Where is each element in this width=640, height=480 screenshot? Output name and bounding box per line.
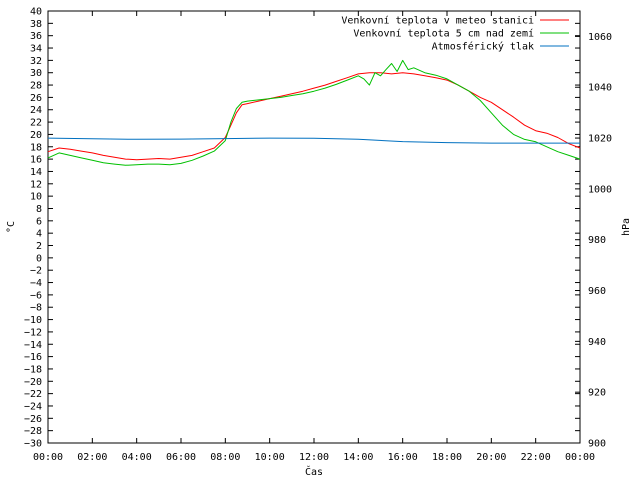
y-tick-label: 16 [30, 155, 42, 166]
x-tick-label: 18:00 [432, 452, 462, 463]
x-axis-label: Čas [305, 465, 323, 478]
x-tick-label: 06:00 [166, 452, 196, 463]
y-tick-label: 6 [36, 216, 42, 227]
y-tick-label: 28 [30, 81, 42, 92]
y-tick-label: 32 [30, 56, 42, 67]
y-tick-label: 24 [30, 105, 42, 116]
y-tick-label: 8 [36, 204, 42, 215]
x-tick-label: 04:00 [122, 452, 152, 463]
y-axis-ticks: −30−28−26−24−22−20−18−16−14−12−10−8−6−4−… [24, 7, 580, 450]
y2-tick-label: 1040 [588, 83, 612, 94]
y2-tick-label: 1020 [588, 134, 612, 145]
series-lines [47, 59, 581, 166]
y-tick-label: −6 [30, 290, 42, 301]
series-line-2 [47, 59, 581, 166]
legend: Venkovní teplota v meteo staniciVenkovní… [341, 15, 569, 53]
y-tick-label: 10 [30, 192, 42, 203]
y2-tick-label: 920 [588, 388, 606, 399]
y-tick-label: 14 [30, 167, 42, 178]
y2-tick-label: 1060 [588, 32, 612, 43]
y-tick-label: 4 [36, 229, 42, 240]
legend-label: Venkovní teplota 5 cm nad zemí [353, 28, 534, 40]
y-tick-label: 22 [30, 118, 42, 129]
x-tick-label: 02:00 [77, 452, 107, 463]
y-tick-label: −4 [30, 278, 42, 289]
series-line-3 [47, 137, 580, 144]
y-tick-label: −14 [24, 340, 42, 351]
y-tick-label: 36 [30, 31, 42, 42]
series-line-1 [47, 72, 581, 161]
y-tick-label: −30 [24, 439, 42, 450]
y-tick-label: −22 [24, 389, 42, 400]
y2-axis-label: hPa [621, 218, 632, 236]
x-axis-ticks: 00:00 02:00 04:00 06:00 08:00 10:00 12:00 14:00… [33, 11, 595, 463]
y2-tick-label: 940 [588, 337, 606, 348]
y-tick-label: 30 [30, 68, 42, 79]
y-tick-label: 20 [30, 130, 42, 141]
y-axis-label: °C [6, 221, 17, 233]
y-tick-label: −8 [30, 303, 42, 314]
y2-tick-label: 980 [588, 235, 606, 246]
y-tick-label: 34 [30, 44, 42, 55]
y-tick-label: −16 [24, 352, 42, 363]
y2-axis-ticks: 900 920 940 960 980 1000 1020 1040 1060 [575, 32, 612, 450]
y-tick-label: 12 [30, 179, 42, 190]
y-tick-label: 18 [30, 142, 42, 153]
y-tick-label: 0 [36, 253, 42, 264]
x-tick-label: 00:00 [33, 452, 63, 463]
y-tick-label: −24 [24, 401, 42, 412]
y-tick-label: −10 [24, 315, 42, 326]
x-tick-label: 16:00 [388, 452, 418, 463]
x-tick-label: 14:00 [343, 452, 373, 463]
y-tick-label: −28 [24, 426, 42, 437]
y-tick-label: −18 [24, 364, 42, 375]
y-tick-label: 2 [36, 241, 42, 252]
y2-tick-label: 1000 [588, 184, 612, 195]
y-tick-label: −12 [24, 327, 42, 338]
plot-frame [47, 10, 581, 444]
x-tick-label: 12:00 [299, 452, 329, 463]
x-tick-label: 22:00 [521, 452, 551, 463]
y-tick-label: −20 [24, 377, 42, 388]
y2-tick-label: 960 [588, 286, 606, 297]
x-tick-label: 00:00 [565, 452, 595, 463]
x-tick-label: 08:00 [210, 452, 240, 463]
y-tick-label: 26 [30, 93, 42, 104]
y2-tick-label: 900 [588, 439, 606, 450]
y-tick-label: −2 [30, 266, 42, 277]
legend-label: Venkovní teplota v meteo stanici [341, 15, 534, 27]
y-tick-label: 38 [30, 19, 42, 30]
x-tick-label: 20:00 [476, 452, 506, 463]
y-tick-label: −26 [24, 414, 42, 425]
y-tick-label: 40 [30, 7, 42, 18]
x-tick-label: 10:00 [255, 452, 285, 463]
legend-label: Atmosférický tlak [432, 41, 534, 53]
